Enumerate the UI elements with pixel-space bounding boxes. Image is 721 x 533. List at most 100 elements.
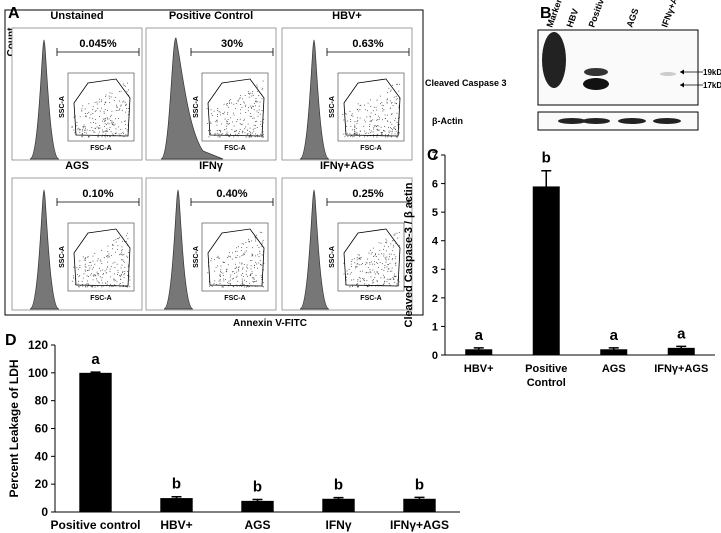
inset-dot	[226, 120, 228, 122]
inset-dot	[242, 268, 244, 270]
inset-dot	[235, 276, 237, 278]
inset-dot	[387, 120, 389, 122]
inset-dot	[356, 263, 358, 265]
inset-dot	[107, 281, 109, 283]
inset-dot	[236, 119, 238, 121]
inset-dot	[249, 127, 251, 129]
inset-dot	[389, 100, 391, 102]
inset-dot	[393, 273, 395, 275]
band-label: Cleaved Caspase 3	[425, 78, 507, 88]
inset-dot	[347, 273, 349, 275]
inset-dot	[227, 119, 229, 121]
inset-dot	[120, 128, 122, 130]
inset-dot	[388, 268, 390, 270]
inset-dot	[367, 267, 369, 269]
inset-dot	[354, 262, 356, 264]
inset-dot	[374, 124, 376, 126]
inset-dot	[217, 136, 219, 138]
inset-dot	[87, 113, 89, 115]
inset-dot	[346, 132, 348, 134]
inset-dot	[92, 260, 94, 262]
inset-dot	[354, 126, 356, 128]
inset-dot	[207, 272, 209, 274]
inset-dot	[394, 120, 396, 122]
inset-dot	[113, 273, 115, 275]
inset-dot	[216, 115, 218, 117]
inset-dot	[216, 121, 218, 123]
inset-dot	[83, 259, 85, 261]
inset-dot	[92, 130, 94, 132]
inset-dot	[376, 129, 378, 131]
inset-dot	[247, 123, 249, 125]
inset-dot	[359, 135, 361, 137]
inset-dot	[262, 134, 264, 136]
inset-dot	[81, 132, 83, 134]
inset-dot	[366, 132, 368, 134]
inset-dot	[375, 106, 377, 108]
inset-dot	[229, 117, 231, 119]
inset-gate	[343, 78, 401, 137]
inset-dot	[389, 263, 391, 265]
inset-dot	[125, 134, 127, 136]
y-tick-label: 60	[35, 422, 49, 436]
inset-dot	[366, 258, 368, 260]
inset-dot	[107, 266, 109, 268]
inset-dot	[96, 260, 98, 262]
inset-dot	[378, 258, 380, 260]
inset-dot	[104, 118, 106, 120]
inset-dot	[254, 236, 256, 238]
inset-dot	[210, 109, 212, 111]
inset-dot	[254, 105, 256, 107]
inset-dot	[105, 119, 107, 121]
inset-dot	[106, 128, 108, 130]
inset-dot	[110, 276, 112, 278]
inset-dot	[208, 130, 210, 132]
inset-dot	[103, 111, 105, 113]
error-bar	[333, 496, 344, 501]
inset-dot	[255, 274, 257, 276]
panel-label: C	[427, 147, 439, 164]
inset-dot	[236, 275, 238, 277]
y-axis-label: Percent Leakage of LDH	[7, 359, 21, 497]
inset-dot	[391, 259, 393, 261]
inset-dot	[245, 136, 247, 138]
inset-dot	[82, 277, 84, 279]
inset-dot	[356, 123, 358, 125]
inset-dot	[71, 127, 73, 129]
inset-dot	[104, 125, 106, 127]
inset-dot	[390, 89, 392, 91]
inset-dot	[106, 268, 108, 270]
inset-dot	[123, 274, 125, 276]
inset-dot	[373, 271, 375, 273]
y-tick-label: 100	[28, 366, 48, 380]
inset-dot	[261, 264, 263, 266]
inset-dot	[91, 126, 93, 128]
inset-dot	[125, 240, 127, 242]
histogram-peak	[299, 39, 330, 160]
inset-dot	[88, 275, 90, 277]
inset-dot	[251, 107, 253, 109]
inset-dot	[253, 117, 255, 119]
inset-dot	[250, 112, 252, 114]
inset-dot	[241, 262, 243, 264]
inset-dot	[262, 136, 264, 138]
inset-dot	[109, 126, 111, 128]
lane-label: AGS	[624, 7, 640, 29]
inset-dot	[110, 255, 112, 257]
inset-dot	[117, 109, 119, 111]
inset-dot	[226, 113, 228, 115]
inset-dot	[88, 269, 90, 271]
inset-dot	[126, 129, 128, 131]
x-tick-label: AGS	[602, 363, 626, 375]
inset-dot	[367, 135, 369, 137]
inset-dot	[89, 261, 91, 263]
inset-dot	[350, 135, 352, 137]
inset-dot	[261, 109, 263, 111]
inset-dot	[366, 262, 368, 264]
inset-dot	[382, 129, 384, 131]
inset-dot	[115, 128, 117, 130]
inset-dot	[379, 249, 381, 251]
inset-dot	[372, 280, 374, 282]
inset-dot	[257, 136, 259, 138]
inset-dot	[357, 117, 359, 119]
